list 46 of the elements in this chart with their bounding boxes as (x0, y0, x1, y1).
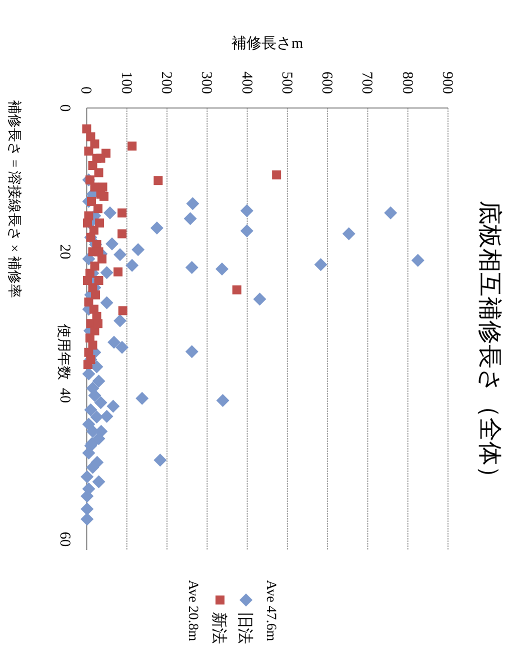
x-tick-label: 600 (318, 72, 335, 94)
text: 底板相互補修長さ（全体） (476, 200, 503, 490)
x-tick-label: 0 (78, 86, 94, 94)
y-tick-label: 60 (56, 532, 73, 547)
x-tick-label: 700 (358, 72, 375, 94)
x-tick-label: 800 (398, 72, 415, 94)
x-tick-label: 900 (439, 72, 455, 94)
point (88, 160, 98, 170)
x-tick-label: 400 (238, 72, 254, 94)
point (95, 218, 104, 228)
y-tick-label: 20 (56, 244, 73, 260)
point (82, 124, 92, 134)
point (272, 170, 282, 180)
x-tick-label: 200 (158, 72, 174, 94)
legend-label: 旧法 (236, 612, 254, 644)
point (88, 340, 98, 350)
point (87, 196, 96, 206)
point (232, 285, 242, 294)
point (83, 276, 92, 285)
point (93, 204, 102, 214)
y-tick-label: 40 (56, 388, 73, 403)
point (118, 229, 127, 238)
point (154, 176, 163, 186)
point (83, 218, 92, 228)
point (118, 306, 128, 316)
x-axis-title: 補修長さm (232, 35, 304, 52)
point (96, 154, 106, 163)
point (118, 208, 127, 218)
point (94, 168, 104, 178)
point (114, 267, 123, 276)
text: Ave 47.6m (263, 580, 278, 642)
point (84, 298, 94, 307)
point (91, 290, 100, 300)
text: Ave 20.8m (185, 580, 200, 642)
point (84, 146, 94, 156)
text: 補修長さ = 溶接線長さ × 補修率 (6, 100, 22, 298)
x-tick-label: 100 (118, 72, 134, 94)
point (128, 142, 137, 151)
y-axis-title: 使用年数 (56, 324, 72, 380)
point (90, 262, 100, 271)
y-tick-label: 0 (56, 104, 73, 112)
x-tick-label: 500 (278, 72, 294, 94)
point (90, 139, 100, 148)
legend-label: 新法 (210, 612, 228, 644)
x-tick-label: 300 (198, 72, 214, 94)
point (94, 276, 104, 285)
